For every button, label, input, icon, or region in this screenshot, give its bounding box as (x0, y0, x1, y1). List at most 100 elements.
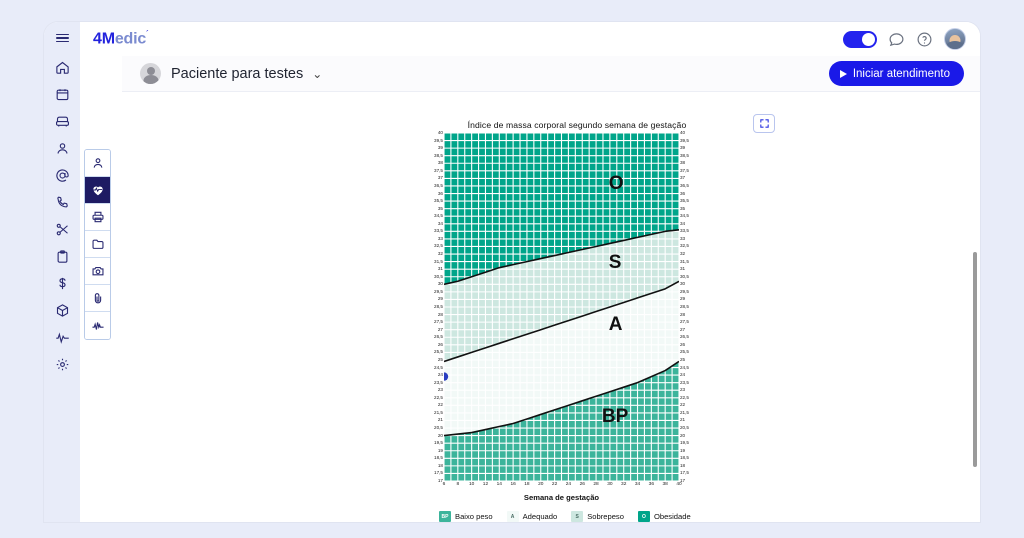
x-tick: 16 (510, 482, 516, 487)
y-tick: 36,5 (680, 182, 689, 188)
x-tick: 24 (565, 482, 572, 487)
gear-icon (56, 358, 68, 371)
y-tick: 33 (680, 235, 686, 241)
logo-prefix: 4M (93, 30, 115, 48)
y-tick: 38 (437, 160, 443, 166)
subrail-item-camera[interactable] (85, 258, 110, 285)
y-tick: 26 (437, 341, 443, 347)
y-tick: 23,5 (680, 379, 689, 385)
sidebar-item-finance[interactable] (44, 270, 80, 297)
y-tick: 32,5 (680, 243, 689, 249)
y-tick: 28,5 (680, 304, 689, 309)
y-tick: 30,5 (434, 273, 443, 279)
app-logo[interactable]: 4Medic´ (93, 29, 149, 48)
y-tick: 17,5 (680, 470, 689, 476)
y-tick: 22 (437, 402, 443, 408)
question-circle-icon (917, 32, 932, 46)
y-tick: 39 (680, 145, 686, 151)
y-tick: 19,5 (434, 440, 443, 446)
plot-row: 40 39,5 39 38,5 38 37,5 37 36,5 36 35,5 35 34,5 34 33… (427, 130, 727, 483)
y-tick: 33 (437, 235, 443, 241)
sidebar-item-home[interactable] (44, 54, 80, 81)
sidebar-item-patients[interactable] (44, 135, 80, 162)
y-tick: 27,5 (680, 319, 689, 325)
y-tick: 35,5 (434, 198, 443, 204)
y-tick: 17 (437, 478, 443, 483)
y-tick: 34 (437, 220, 443, 226)
y-tick: 34 (680, 220, 686, 226)
sidebar-item-settings[interactable] (44, 351, 80, 378)
y-tick: 33,5 (680, 228, 689, 234)
chevron-down-icon[interactable]: ⌄ (312, 66, 323, 81)
boundary-a-s (444, 280, 679, 363)
y-tick: 20 (437, 432, 443, 438)
subrail-item-signature[interactable] (85, 312, 110, 339)
expand-chart-button[interactable] (753, 114, 775, 133)
sidebar-item-shortcuts[interactable] (44, 216, 80, 243)
y-tick: 29 (437, 296, 443, 302)
y-tick: 31,5 (680, 258, 689, 264)
y-tick: 25 (437, 356, 443, 362)
y-tick: 23,5 (434, 379, 443, 385)
y-tick: 36 (680, 190, 686, 196)
sidebar-item-inventory[interactable] (44, 297, 80, 324)
sidebar-item-calendar[interactable] (44, 81, 80, 108)
y-tick: 27 (437, 326, 443, 332)
sidebar-item-calls[interactable] (44, 189, 80, 216)
user-icon (57, 143, 67, 154)
sidebar-item-reports[interactable] (44, 324, 80, 351)
y-tick: 29,5 (434, 288, 443, 294)
data-point[interactable] (444, 372, 449, 381)
legend-label: Baixo peso (455, 512, 493, 521)
y-axis-left: 40 39,5 39 38,5 38 37,5 37 36,5 36 35,5 35 34,5 34 33… (427, 130, 444, 483)
y-tick: 40 (680, 130, 686, 135)
sidebar-item-clipboard[interactable] (44, 243, 80, 270)
y-tick: 34,5 (434, 213, 443, 219)
legend-label: Sobrepeso (587, 512, 624, 521)
vertical-scrollbar[interactable] (973, 252, 977, 467)
dollar-icon (58, 277, 66, 290)
x-tick: 26 (579, 482, 585, 487)
chat-bubble-icon[interactable] (888, 31, 905, 48)
x-tick: 6 (442, 482, 446, 487)
sidebar-item-waiting-room[interactable] (44, 108, 80, 135)
hamburger-menu-icon[interactable] (55, 33, 69, 43)
availability-toggle[interactable] (843, 30, 877, 48)
subrail-item-patient-data[interactable] (85, 150, 110, 177)
y-tick: 18,5 (434, 455, 443, 461)
x-tick: 38 (662, 482, 668, 487)
help-icon[interactable] (916, 31, 933, 48)
y-tick: 37,5 (434, 167, 443, 173)
y-tick: 29,5 (680, 288, 689, 294)
x-tick: 30 (607, 482, 613, 487)
header-actions (843, 28, 966, 50)
home-icon (55, 61, 69, 74)
sofa-icon (55, 116, 69, 127)
camera-icon (91, 267, 104, 276)
box-icon (56, 304, 68, 317)
subrail-item-folder[interactable] (85, 231, 110, 258)
bmi-chart: Índice de massa corporal segundo semana … (427, 120, 727, 522)
subrail-item-attachment[interactable] (85, 285, 110, 312)
y-tick: 28,5 (434, 304, 443, 309)
y-tick: 33,5 (434, 228, 443, 234)
subrail-item-print[interactable] (85, 204, 110, 231)
folder-icon (91, 239, 104, 249)
legend-item: A Adequado (506, 511, 557, 522)
y-tick: 39,5 (434, 137, 443, 143)
subrail-item-vitals-chart[interactable] (85, 177, 110, 204)
patient-avatar (140, 63, 161, 84)
avatar[interactable] (944, 28, 966, 50)
y-tick: 37 (437, 175, 443, 181)
y-tick: 30 (680, 281, 686, 287)
sidebar-item-messages[interactable] (44, 162, 80, 189)
start-appointment-button[interactable]: Iniciar atendimento (828, 61, 964, 86)
play-icon (839, 69, 847, 78)
y-tick: 22,5 (680, 394, 689, 400)
chart-legend: BP Baixo peso A Adequado S Sobrepeso O Obesidad… (439, 511, 729, 522)
y-tick: 18 (680, 462, 686, 468)
y-tick: 26,5 (680, 334, 689, 340)
x-tick: 14 (496, 482, 502, 487)
legend-swatch: O (637, 511, 650, 522)
